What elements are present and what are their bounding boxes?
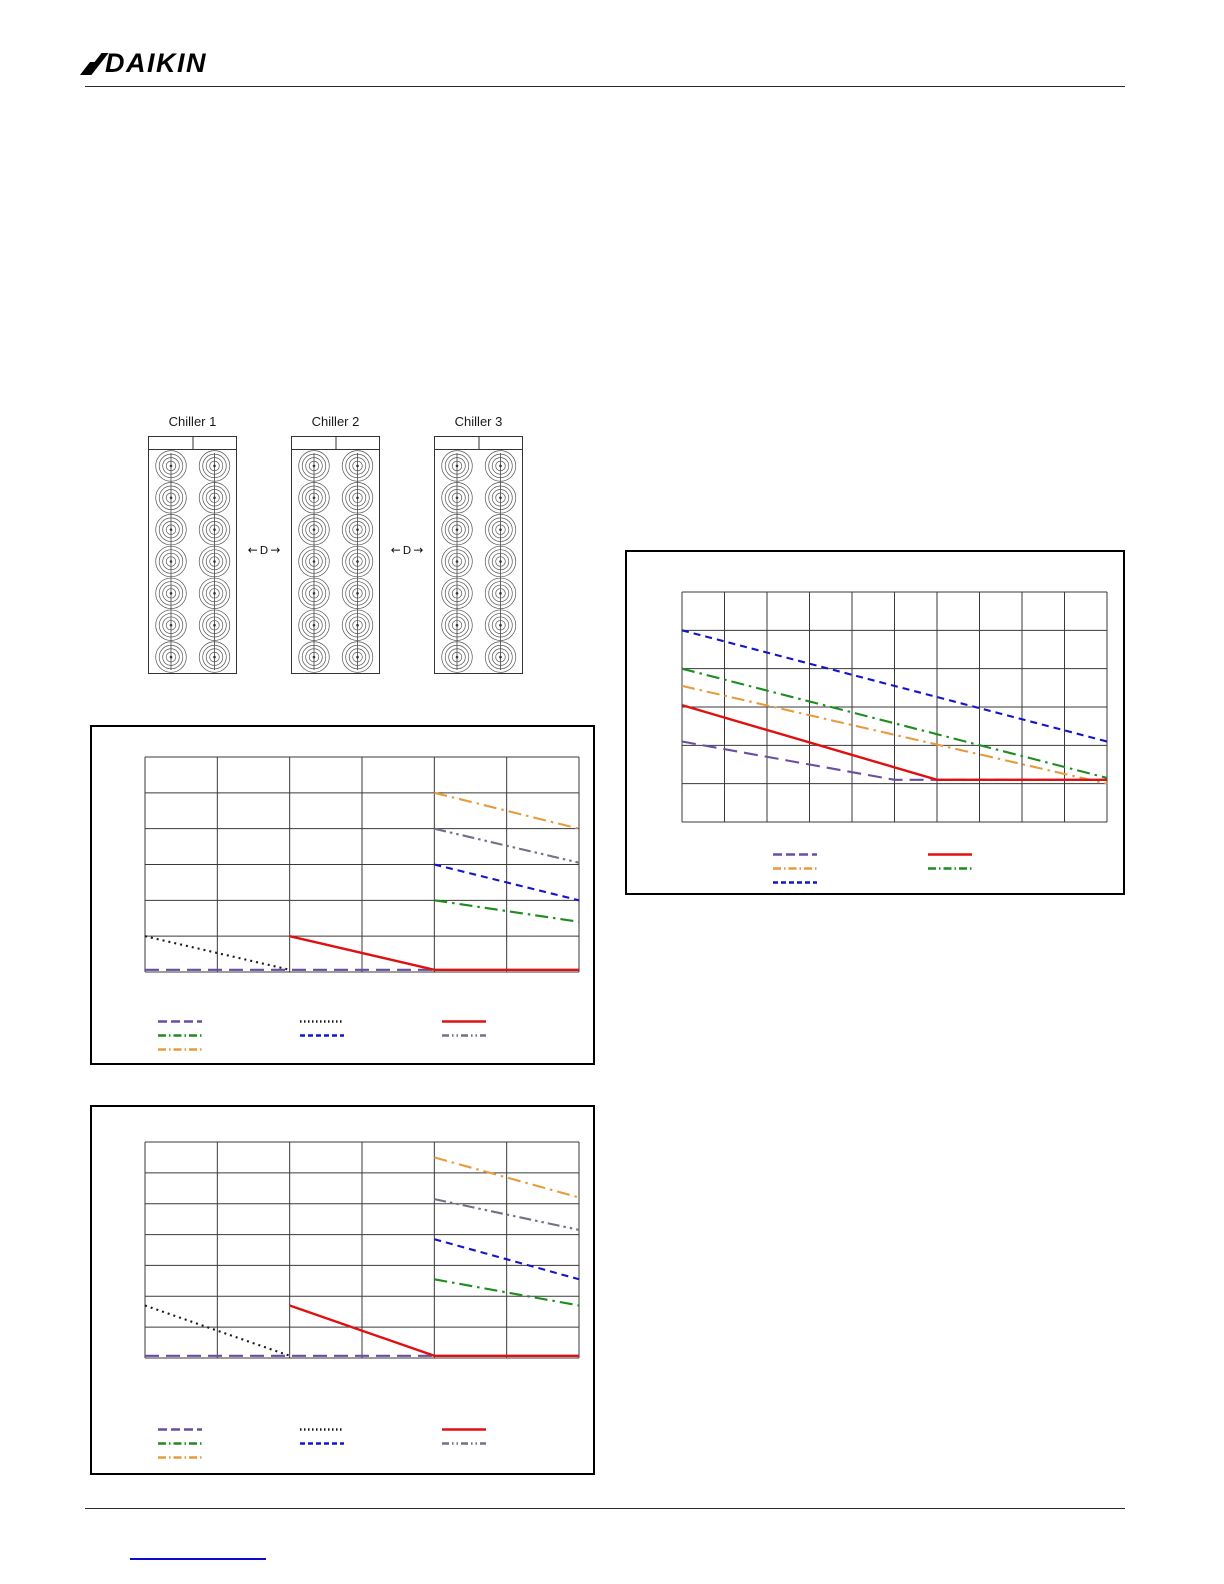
legend-sample-green-dash-dot (158, 1034, 202, 1037)
legend-column (299, 1425, 345, 1462)
chart-right-plot (681, 591, 1108, 823)
bottom-rule (85, 1508, 1125, 1509)
legend-sample-purple-long-dash (158, 1428, 202, 1431)
chiller-1-label: Chiller 1 (168, 414, 217, 429)
chiller-2-fan-array (291, 436, 380, 674)
chiller-3: Chiller 3 (434, 412, 523, 674)
series-blue-dashed (434, 863, 580, 902)
series-orange-dash-dot (681, 684, 1108, 785)
chart-box-bottom-left (90, 1105, 595, 1475)
chiller-1: Chiller 1 (148, 412, 237, 674)
legend-sample-purple-long-dash (773, 853, 817, 856)
legend-sample-black-dotted (300, 1020, 344, 1023)
daikin-logo-mark-icon (79, 51, 109, 75)
top-rule (85, 86, 1125, 87)
legend-sample-black-dotted (300, 1428, 344, 1431)
distance-arrow-1: ← D → (236, 542, 292, 558)
distance-label: D (259, 543, 269, 557)
series-blue-dashed (681, 629, 1108, 743)
chiller-2-label: Chiller 2 (311, 414, 360, 429)
chart-right-legend (772, 850, 973, 887)
legend-column (927, 850, 973, 887)
legend-sample-purple-long-dash (158, 1020, 202, 1023)
legend-sample-red-solid (442, 1428, 486, 1431)
legend-column (157, 1425, 203, 1462)
daikin-logo: DAIKIN (79, 46, 207, 80)
chiller-2: Chiller 2 (291, 412, 380, 674)
chart-box-right (625, 550, 1125, 895)
series-blue-dashed (434, 1238, 580, 1281)
legend-sample-gray-dash-dot-dot (442, 1442, 486, 1445)
daikin-logo-text: DAIKIN (105, 47, 207, 78)
legend-sample-orange-dash-dot (158, 1456, 202, 1459)
legend-sample-blue-dashed (773, 881, 817, 884)
series-red-solid (289, 1304, 579, 1358)
chart-middle-left-plot (144, 756, 580, 973)
series-green-dash-dot (434, 899, 580, 923)
footer-link[interactable] (130, 1546, 266, 1560)
distance-arrow-2: ← D → (379, 542, 435, 558)
right-arrow-icon: → (413, 543, 424, 557)
legend-sample-red-solid (442, 1020, 486, 1023)
series-red-solid (681, 703, 1107, 782)
series-black-dotted (144, 935, 290, 971)
legend-column (441, 1425, 487, 1462)
left-arrow-icon: ← (390, 543, 401, 557)
chiller-1-fan-array (148, 436, 237, 674)
legend-column (299, 1017, 345, 1054)
legend-sample-orange-dash-dot (773, 867, 817, 870)
legend-sample-blue-dashed (300, 1442, 344, 1445)
chiller-spacing-diagram: Chiller 1 Chiller 2 Chiller 3 ← D → ← D … (148, 412, 528, 684)
series-gray-dash-dot-dot (434, 1198, 580, 1231)
chart-middle-left-legend (157, 1017, 487, 1054)
legend-sample-green-dash-dot (158, 1442, 202, 1445)
chart-bottom-left-plot (144, 1141, 580, 1359)
legend-sample-orange-dash-dot (158, 1048, 202, 1051)
legend-sample-blue-dashed (300, 1034, 344, 1037)
chiller-3-fan-array (434, 436, 523, 674)
right-arrow-icon: → (270, 543, 281, 557)
left-arrow-icon: ← (247, 543, 258, 557)
legend-column (441, 1017, 487, 1054)
distance-label: D (402, 543, 412, 557)
series-gray-dash-dot-dot (434, 827, 580, 864)
legend-column (772, 850, 818, 887)
series-black-dotted (144, 1304, 291, 1357)
chart-box-middle-left (90, 725, 595, 1065)
series-red-solid (289, 935, 579, 972)
chart-bottom-left-legend (157, 1425, 487, 1462)
legend-column (157, 1017, 203, 1054)
chiller-3-label: Chiller 3 (454, 414, 503, 429)
legend-sample-red-solid (928, 853, 972, 856)
legend-sample-green-dash-dot (928, 867, 972, 870)
legend-sample-gray-dash-dot-dot (442, 1034, 486, 1037)
series-green-dash-dot (681, 667, 1108, 779)
